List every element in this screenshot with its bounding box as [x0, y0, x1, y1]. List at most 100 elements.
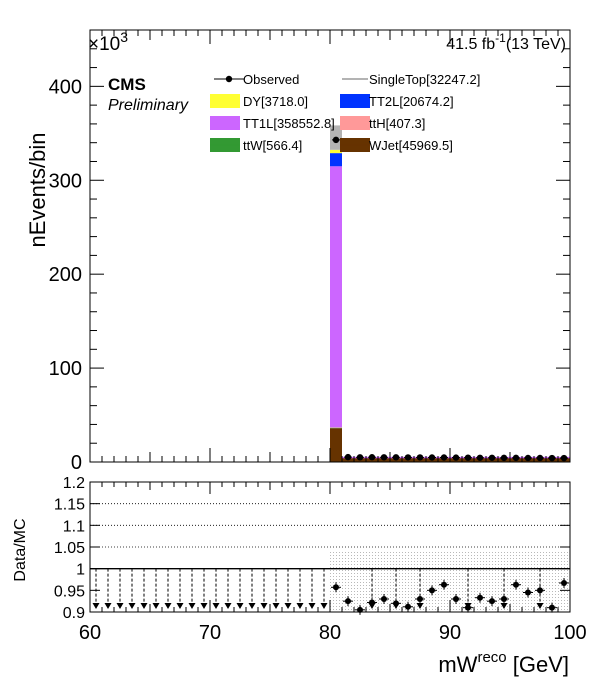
- underflow-arrow: [260, 603, 268, 609]
- legend-label: SingleTop[32247.2]: [369, 72, 480, 87]
- underflow-arrow: [128, 603, 136, 609]
- x-tick-label: 70: [199, 622, 221, 644]
- observed-point: [524, 454, 532, 462]
- ratio-y-tick-label: 1.05: [54, 540, 85, 557]
- observed-point: [548, 454, 556, 462]
- observed-point: [428, 454, 436, 461]
- ratio-y-tick-label: 1.2: [63, 475, 85, 492]
- underflow-arrow: [248, 603, 256, 609]
- ratio-point: [393, 600, 399, 607]
- underflow-arrow: [200, 603, 208, 609]
- underflow-arrow: [224, 603, 232, 609]
- underflow-arrow: [164, 603, 172, 609]
- lumi-label: 41.5 fb-1(13 TeV): [446, 31, 566, 53]
- observed-point: [536, 454, 544, 462]
- observed-point: [392, 454, 400, 461]
- underflow-arrow: [236, 603, 244, 609]
- ratio-point: [537, 587, 543, 594]
- underflow-arrow: [176, 603, 184, 609]
- y-multiplier: ×103: [88, 29, 128, 55]
- ratio-point: [345, 598, 351, 605]
- underflow-arrow: [416, 603, 424, 609]
- ratio-point: [429, 587, 435, 594]
- ratio-point: [477, 594, 483, 601]
- cms-sublabel: Preliminary: [108, 97, 189, 114]
- ratio-point: [489, 598, 495, 605]
- underflow-arrow: [212, 603, 220, 609]
- underflow-arrow: [140, 603, 148, 609]
- stack-bar-tt1l: [330, 166, 342, 428]
- underflow-arrow: [500, 603, 508, 609]
- underflow-arrow: [308, 603, 316, 609]
- underflow-arrow: [284, 603, 292, 609]
- ratio-point: [549, 604, 555, 611]
- ratio-point: [453, 596, 459, 602]
- ratio-point: [357, 606, 363, 613]
- legend-label: TT1L[358552.8]: [243, 116, 335, 131]
- observed-point: [368, 454, 376, 461]
- ratio-point: [525, 589, 531, 596]
- y-tick-label: 300: [49, 170, 82, 192]
- cms-label: CMS: [108, 75, 146, 94]
- legend-label: ttW[566.4]: [243, 138, 302, 153]
- underflow-arrow: [296, 603, 304, 609]
- ratio-point: [441, 581, 447, 588]
- underflow-arrow: [320, 603, 328, 609]
- ratio-point: [465, 604, 471, 611]
- ratio-point: [405, 603, 411, 610]
- legend-label: ttH[407.3]: [369, 116, 425, 131]
- observed-point: [380, 454, 388, 461]
- underflow-arrow: [92, 603, 100, 609]
- observed-point: [500, 454, 508, 462]
- ratio-y-tick-label: 1.15: [54, 497, 85, 514]
- observed-point: [452, 454, 460, 461]
- ratio-y-tick-label: 1: [76, 562, 85, 579]
- observed-point: [356, 454, 364, 461]
- legend: Observed SingleTop[32247.2] DY[3718.0] TT2L…: [210, 72, 480, 153]
- ratio-point: [369, 599, 375, 606]
- ratio-point: [501, 596, 507, 602]
- ratio-y-tick-label: 1.1: [63, 518, 85, 535]
- y-tick-label: 400: [49, 76, 82, 98]
- legend-label: Observed: [243, 72, 299, 87]
- observed-point: [488, 454, 496, 461]
- observed-point: [476, 454, 484, 461]
- observed-point: [464, 454, 472, 461]
- stack-bar-dy: [330, 149, 342, 154]
- stack-bar-wjet: [330, 428, 342, 462]
- underflow-arrow: [104, 603, 112, 609]
- observed-point: [416, 454, 424, 461]
- y-tick-label: 100: [49, 358, 82, 380]
- main-panel: 0 100 200 300 400: [49, 29, 571, 474]
- x-tick-label: 60: [79, 622, 101, 644]
- observed-point: [560, 454, 568, 462]
- ratio-point: [333, 584, 339, 591]
- ratio-point: [417, 596, 423, 602]
- legend-swatch-observed: [225, 75, 233, 83]
- underflow-arrow: [536, 603, 544, 609]
- ratio-point: [561, 579, 567, 586]
- observed-point: [440, 454, 448, 461]
- ratio-panel: 0.9 0.95 1 1.05 1.1 1.15 1.2 60 70 80 90 100: [54, 475, 587, 644]
- observed-point: [344, 453, 352, 461]
- y-tick-label: 200: [49, 264, 82, 286]
- observed-point: [512, 454, 520, 462]
- ratio-y-axis-title: Data/MC: [12, 518, 29, 581]
- x-tick-label: 100: [553, 622, 586, 644]
- legend-label: DY[3718.0]: [243, 94, 308, 109]
- underflow-arrow: [188, 603, 196, 609]
- underflow-arrow: [152, 603, 160, 609]
- y-tick-label: 0: [71, 452, 82, 474]
- observed-point: [332, 136, 340, 144]
- ratio-point: [381, 596, 387, 602]
- stack-bar-tt2l: [330, 153, 342, 167]
- x-tick-label: 90: [439, 622, 461, 644]
- underflow-arrow: [116, 603, 124, 609]
- legend-label: TT2L[20674.2]: [369, 94, 454, 109]
- legend-label: WJet[45969.5]: [369, 138, 453, 153]
- ratio-y-tick-label: 0.9: [63, 605, 85, 622]
- underflow-arrow: [272, 603, 280, 609]
- x-axis-title: mWreco [GeV]: [438, 649, 569, 677]
- ratio-y-tick-label: 0.95: [54, 583, 85, 600]
